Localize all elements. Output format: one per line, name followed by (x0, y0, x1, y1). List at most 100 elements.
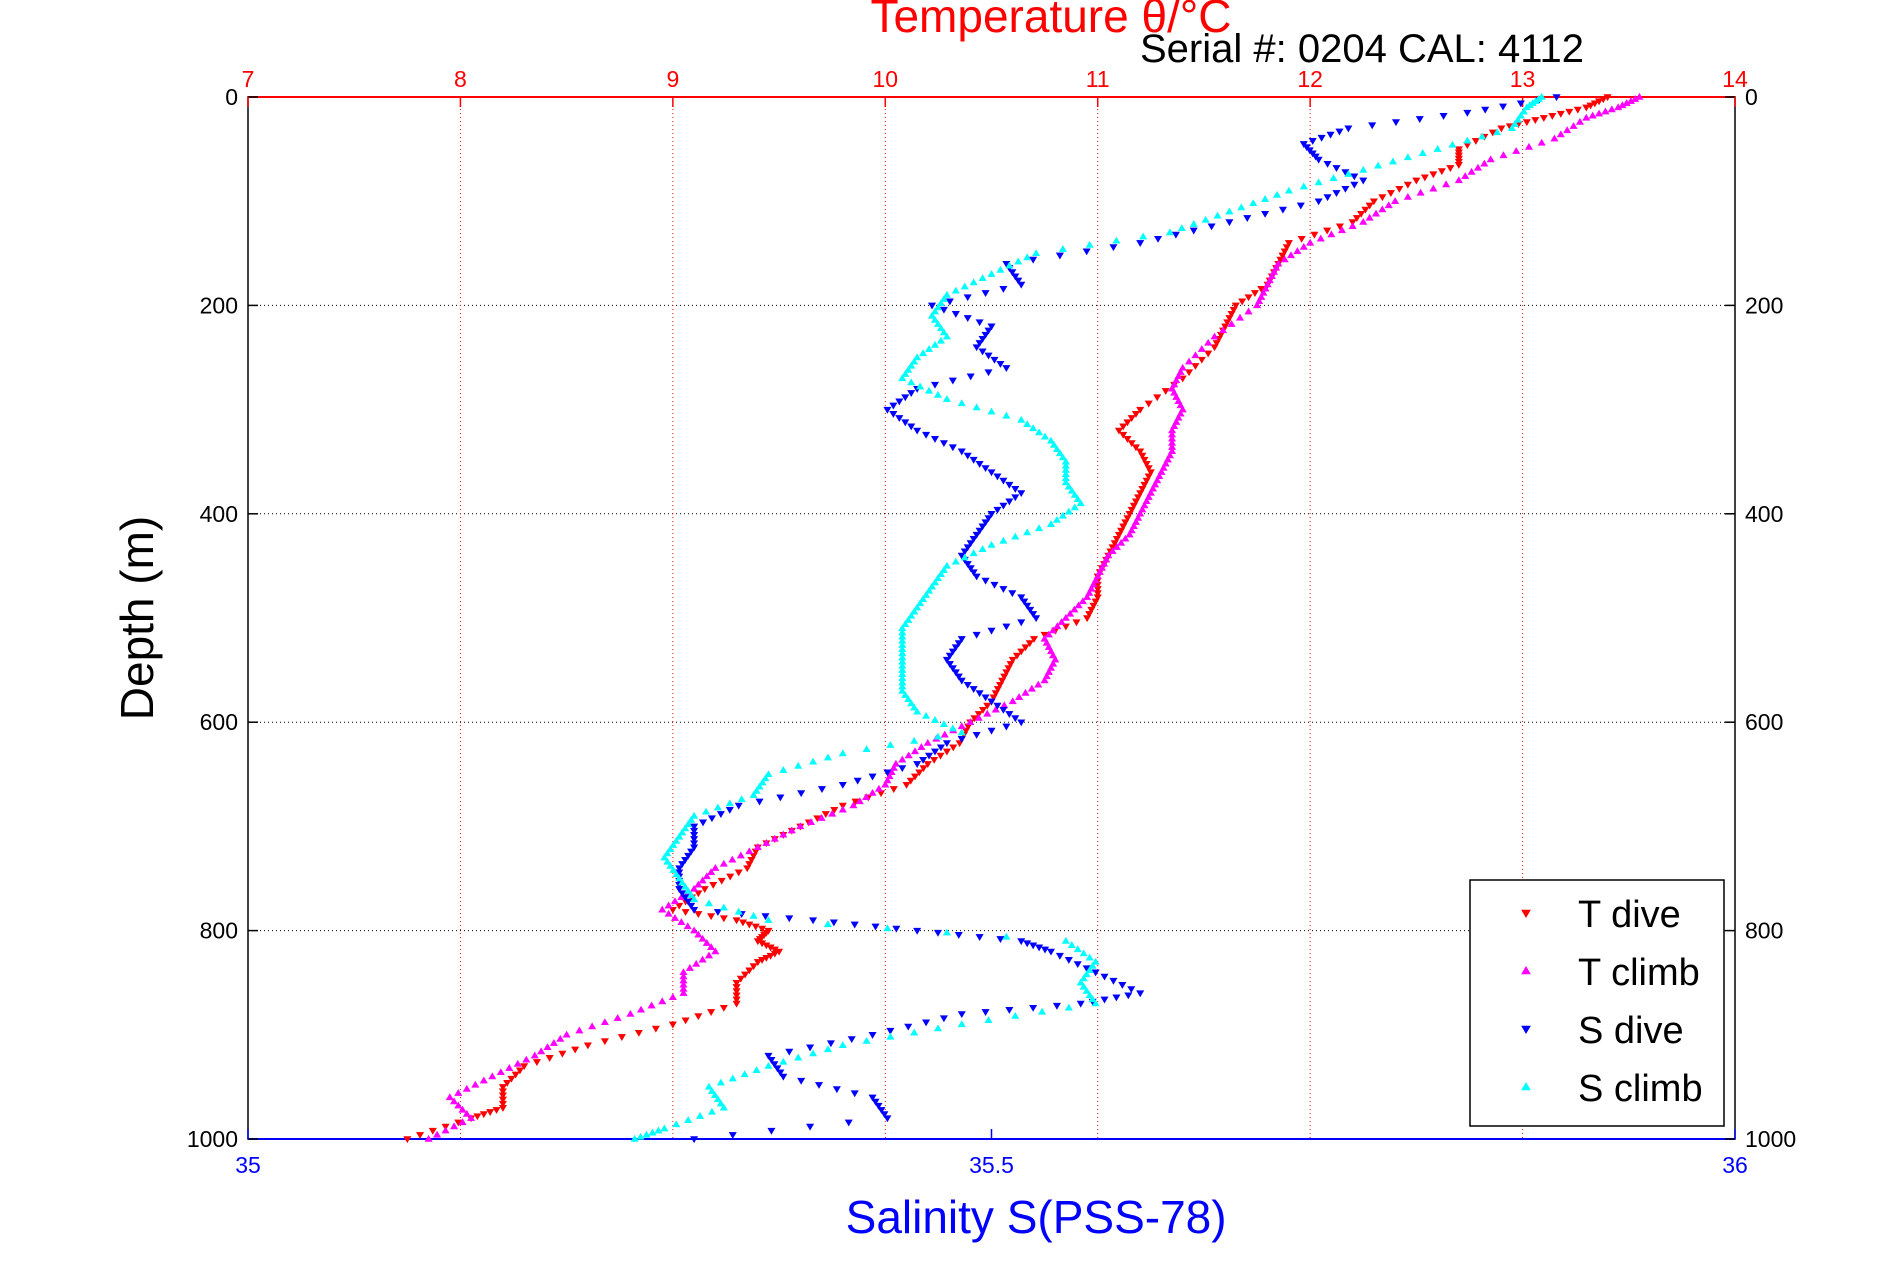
s-climb-point (672, 870, 681, 878)
t-dive-point (681, 1017, 690, 1025)
s-climb-point (1067, 486, 1076, 494)
t-climb-point (1061, 613, 1070, 621)
s-climb-point (684, 1116, 693, 1123)
t-climb-point (1306, 238, 1315, 246)
s-climb-point (663, 857, 672, 865)
temperature-tick-label: 14 (1722, 66, 1748, 92)
s-climb-point (678, 828, 687, 836)
s-climb-point (913, 353, 922, 361)
s-climb-point (636, 1132, 645, 1140)
t-climb-point (1044, 630, 1053, 638)
s-dive-point (874, 1102, 883, 1110)
s-dive-point (963, 315, 972, 322)
s-climb-point (1519, 107, 1528, 115)
s-climb-point (933, 390, 942, 398)
s-climb-point (669, 841, 678, 848)
t-dive-point (1112, 536, 1121, 543)
legend-marker-t-climb (1521, 966, 1531, 975)
t-climb-point (690, 926, 699, 934)
t-dive-point (1204, 350, 1213, 358)
depth-tick-label-right: 200 (1745, 292, 1783, 318)
s-climb-point (913, 707, 922, 715)
s-climb-point (1374, 161, 1383, 169)
t-dive-point (747, 856, 756, 864)
t-dive-point (498, 1092, 507, 1100)
t-dive-point (906, 777, 915, 785)
s-climb-point (719, 903, 728, 911)
s-dive-point (1076, 1000, 1085, 1008)
t-dive-point (1323, 227, 1332, 235)
t-climb-point (562, 1030, 571, 1038)
s-climb-point (1085, 966, 1094, 973)
s-dive-point (1017, 281, 1026, 289)
s-climb-point (687, 816, 696, 823)
s-dive-point (853, 777, 862, 785)
s-dive-point (975, 934, 984, 941)
t-dive-point (1117, 527, 1126, 535)
t-dive-point (1284, 240, 1293, 247)
t-dive-point (1093, 590, 1102, 598)
t-climb-point (685, 964, 694, 971)
temperature-tick-label: 7 (242, 66, 255, 92)
s-climb-point (910, 607, 919, 615)
s-climb-point (925, 586, 934, 594)
t-dive-point (1119, 523, 1128, 531)
t-dive-point (738, 919, 747, 927)
legend-label-t-climb: T climb (1578, 952, 1700, 994)
s-dive-point (963, 452, 972, 460)
s-dive-point (1011, 494, 1020, 502)
s-climb-point (987, 270, 996, 277)
s-dive-point (1023, 602, 1032, 610)
s-climb-point (823, 753, 832, 761)
s-dive-point (690, 840, 699, 848)
t-dive-point (1238, 298, 1247, 306)
t-climb-point (1403, 192, 1412, 200)
t-dive-point (998, 677, 1007, 685)
s-climb-point (809, 757, 818, 765)
t-dive-point (1002, 669, 1011, 677)
t-dive-point (1004, 665, 1013, 673)
s-climb-point (1177, 224, 1186, 232)
s-dive-point (895, 398, 904, 406)
s-dive-point (690, 836, 699, 843)
s-climb-point (930, 578, 940, 586)
t-climb-point (787, 826, 796, 834)
s-climb-point (939, 328, 948, 336)
s-climb-point (933, 574, 942, 582)
t-dive-point (753, 959, 762, 966)
s-climb-point (1201, 215, 1210, 223)
s-climb-point (666, 861, 675, 869)
s-dive-point (1014, 277, 1023, 285)
s-climb-point (1448, 140, 1457, 148)
s-dive-point (1002, 723, 1011, 731)
s-climb-point (916, 599, 925, 607)
s-dive-point (978, 348, 987, 356)
s-dive-point (1317, 134, 1326, 142)
depth-tick-label-right: 600 (1745, 709, 1783, 735)
t-climb-point (505, 1064, 514, 1071)
s-climb-point (710, 1091, 719, 1098)
s-climb-point (740, 1070, 749, 1078)
s-climb-point (719, 1103, 728, 1111)
s-climb-point (734, 907, 743, 915)
s-climb-point (707, 1107, 716, 1115)
s-dive-point (1017, 594, 1026, 602)
s-dive-point (984, 352, 993, 360)
t-dive-point (1131, 411, 1140, 418)
s-dive-point (1082, 248, 1091, 256)
s-climb-point (1038, 1007, 1047, 1015)
t-dive-point (1386, 190, 1395, 197)
s-climb-point (1085, 240, 1094, 248)
t-dive-point (732, 996, 741, 1004)
t-climb-point (1053, 622, 1062, 630)
s-dive-point (1064, 957, 1073, 964)
s-climb-point (907, 699, 916, 707)
s-dive-point (678, 861, 687, 869)
s-climb-point (669, 866, 678, 873)
t-climb-point (1034, 680, 1043, 688)
s-climb-point (1463, 136, 1472, 144)
t-climb-point (664, 901, 673, 909)
s-climb-point (957, 399, 966, 407)
t-dive-point (1121, 519, 1130, 527)
s-dive-point (975, 690, 984, 698)
